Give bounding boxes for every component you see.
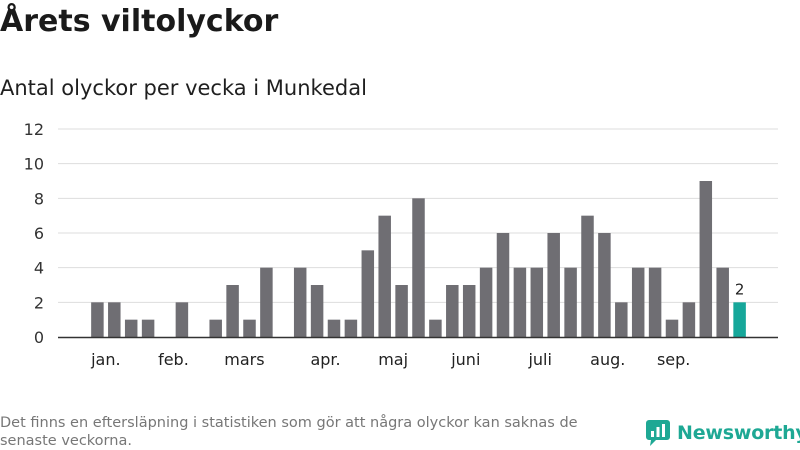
bar: [327, 319, 341, 337]
y-tick-label: 12: [24, 120, 44, 139]
bar-chart: 0 2 4 6 8 10 12 2 jan. feb. mars apr. maj juni juli aug…: [24, 120, 778, 369]
data-label: 2: [735, 280, 745, 298]
bar: [91, 302, 104, 337]
bar: [716, 267, 729, 337]
bar: [682, 302, 696, 337]
chart-subtitle: Antal olyckor per vecka i Munkedal: [0, 76, 367, 100]
bar: [530, 267, 544, 337]
bar: [293, 267, 307, 337]
bar: [479, 267, 493, 337]
bar: [648, 267, 662, 337]
bar: [310, 285, 324, 337]
x-tick-label: jan.: [90, 350, 120, 369]
bar: [665, 319, 679, 337]
chart-title: Årets viltolyckor: [0, 4, 279, 39]
x-tick-label: maj: [378, 350, 408, 369]
bar: [395, 285, 408, 337]
y-tick-label: 4: [34, 259, 44, 278]
newsworthy-logo[interactable]: Newsworthy: [646, 420, 800, 446]
bar: [141, 319, 155, 337]
y-tick-label: 0: [34, 328, 44, 347]
bar: [226, 285, 239, 337]
bar: [496, 233, 510, 337]
bar: [124, 319, 138, 337]
bar: [378, 215, 391, 337]
bar: [615, 302, 628, 337]
x-tick-label: aug.: [590, 350, 625, 369]
bar: [429, 319, 442, 337]
x-tick-label: feb.: [158, 350, 189, 369]
y-tick-label: 8: [34, 189, 44, 208]
bar: [260, 267, 273, 337]
y-tick-label: 2: [34, 293, 44, 312]
bar: [209, 319, 222, 337]
bar: [547, 233, 560, 337]
footnote: Det finns en eftersläpning i statistiken…: [0, 415, 578, 449]
bar: [581, 215, 594, 337]
x-tick-label: mars: [224, 350, 264, 369]
x-tick-label: sep.: [657, 350, 690, 369]
x-tick-label: juni: [450, 350, 480, 369]
bar: [175, 302, 189, 337]
bar: [108, 302, 121, 337]
bar: [513, 267, 527, 337]
bar: [243, 319, 256, 337]
x-tick-label: apr.: [310, 350, 340, 369]
x-tick-label: juli: [527, 350, 551, 369]
bar: [631, 267, 645, 337]
bar: [412, 198, 425, 337]
bar: [462, 285, 476, 337]
bar: [598, 233, 611, 337]
y-tick-label: 6: [34, 224, 44, 243]
y-tick-label: 10: [24, 155, 44, 174]
bar: [361, 250, 375, 337]
bar-highlight: [733, 302, 746, 337]
bar: [446, 285, 459, 337]
bar: [344, 319, 358, 337]
brand-name: Newsworthy: [677, 422, 800, 444]
bar: [564, 267, 577, 337]
bar: [699, 181, 713, 337]
bar-chart-logo-icon: [646, 420, 670, 446]
